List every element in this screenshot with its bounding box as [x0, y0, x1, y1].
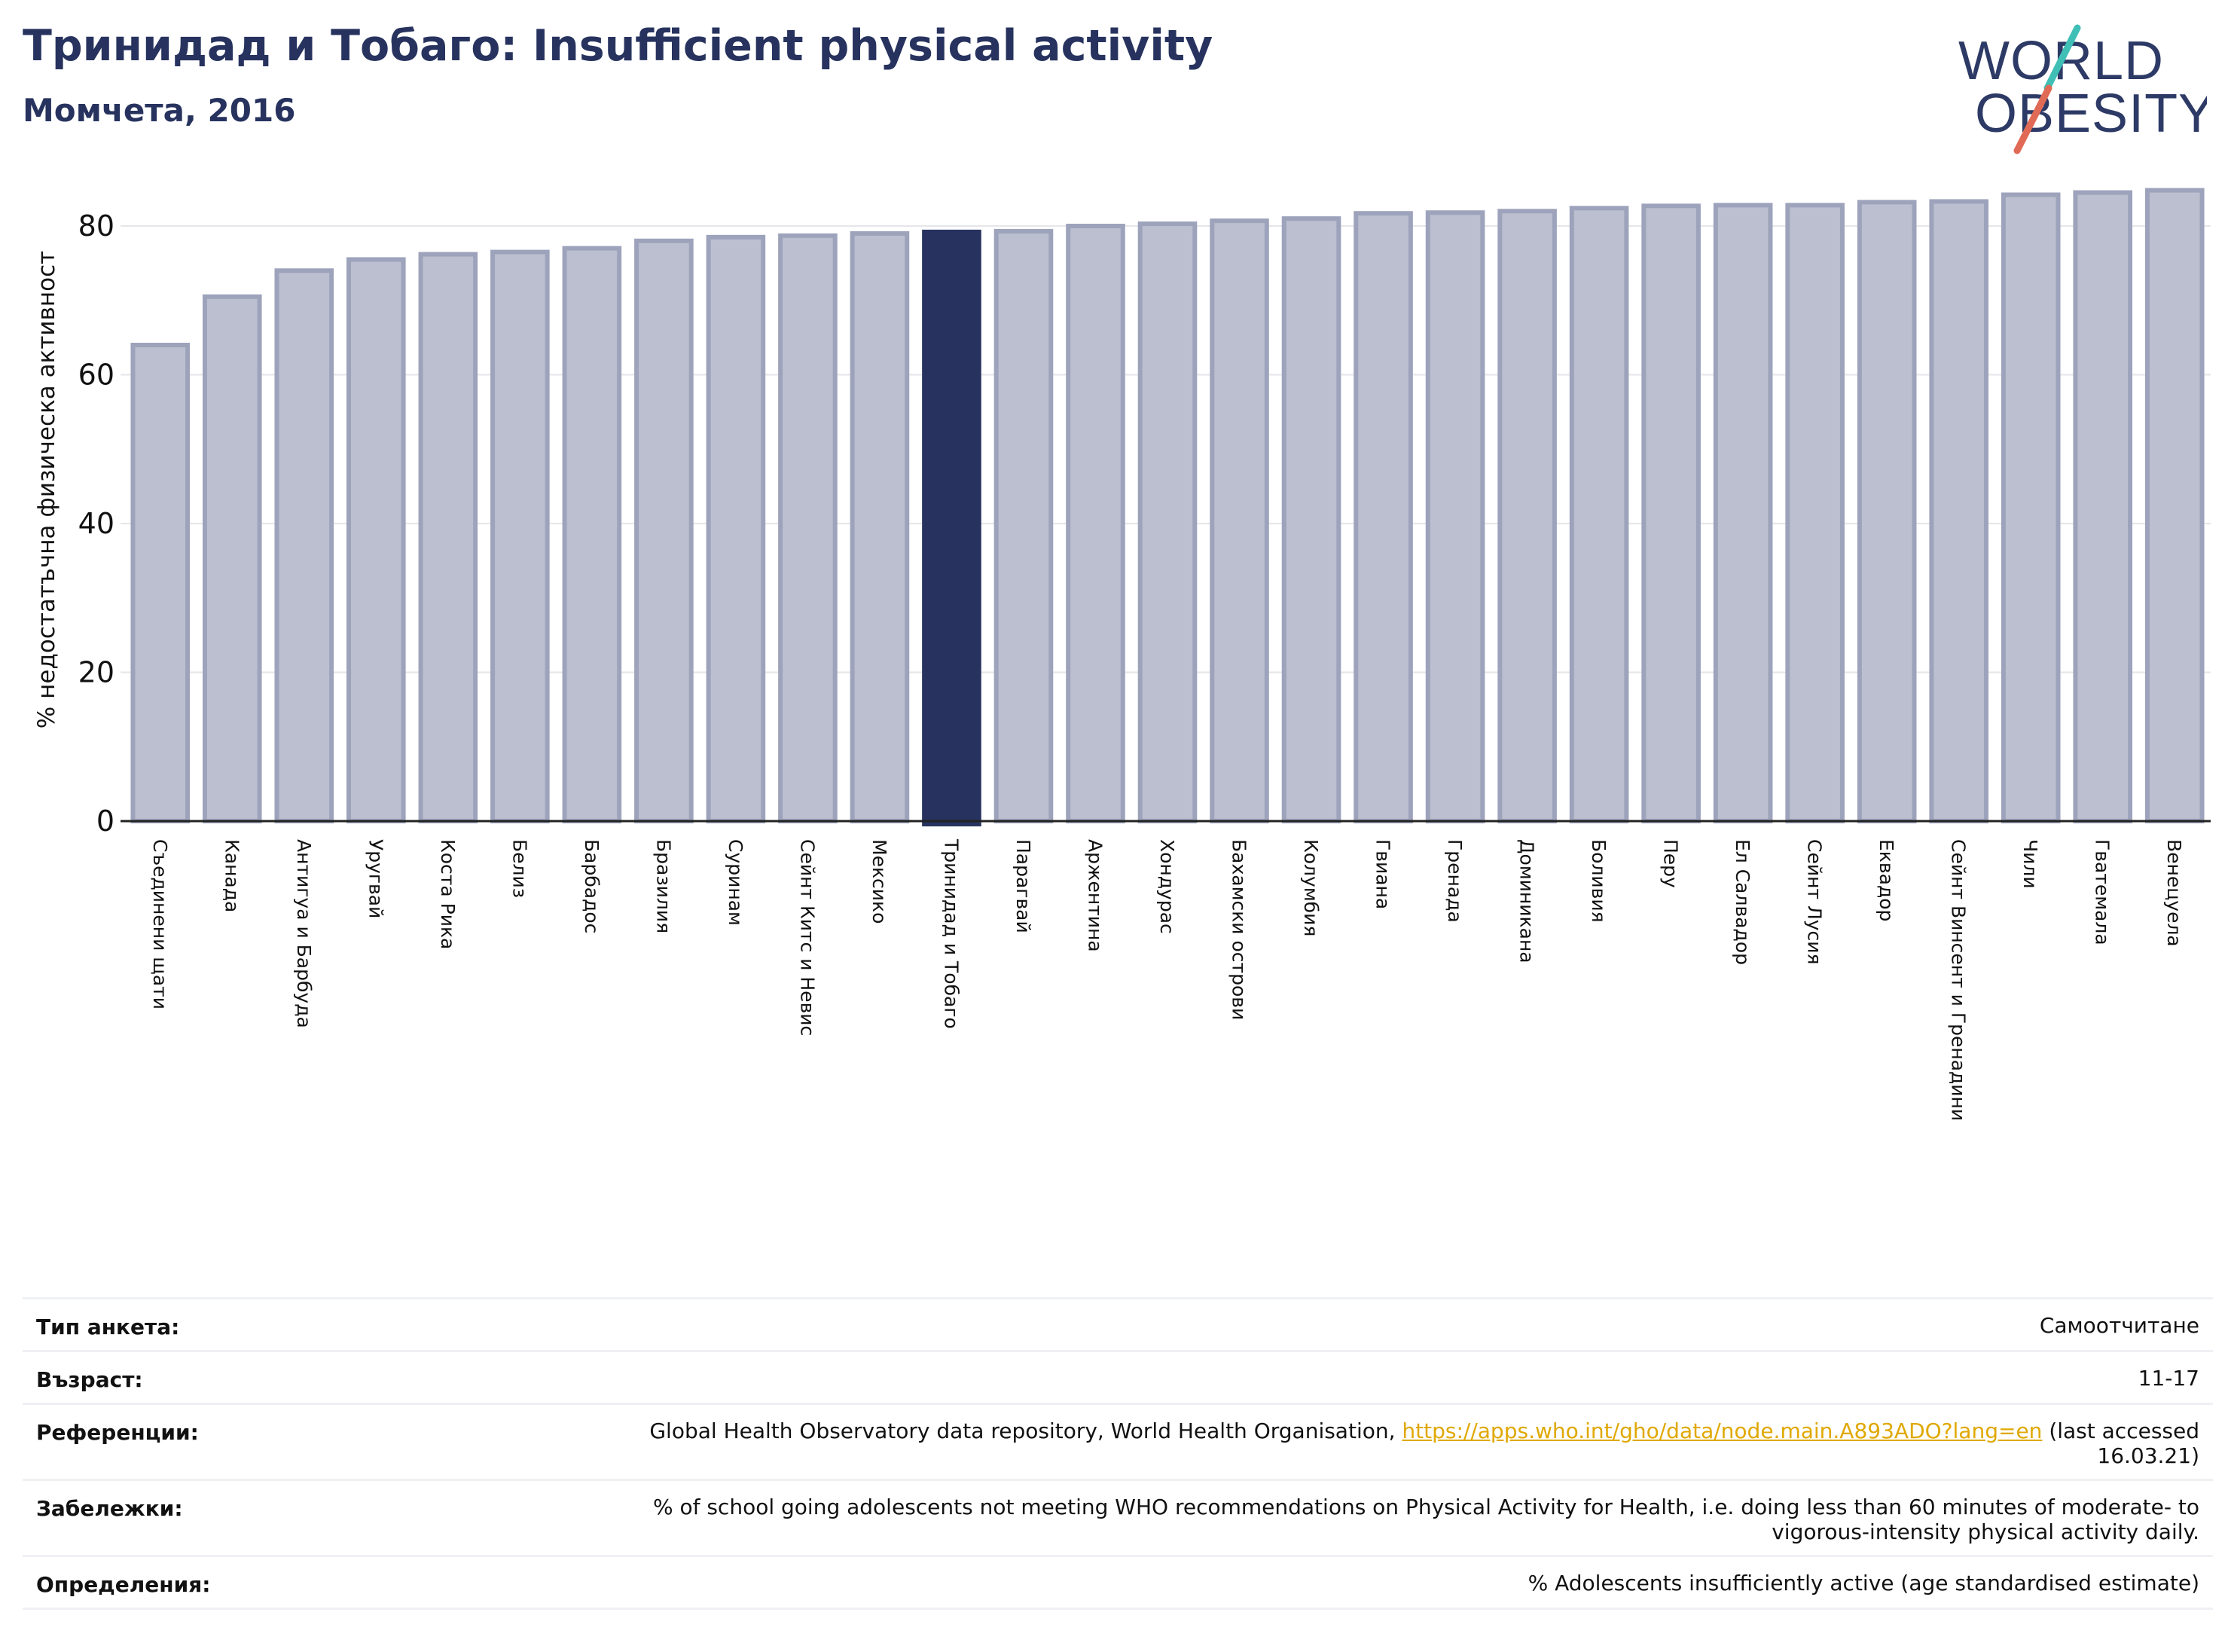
meta-value: % of school going adolescents not meetin…: [652, 1495, 2199, 1544]
bar: [130, 343, 191, 823]
bar: [346, 257, 406, 823]
meta-row-definitions: Определения: % Adolescents insufficientl…: [23, 1555, 2213, 1610]
x-tick-label: Антигуа и Барбуда: [293, 839, 315, 1028]
bar: [1354, 211, 1413, 823]
metadata-table: Тип анкета: Самоотчитане Възраст: 11-17 …: [23, 1297, 2213, 1610]
bar: [634, 238, 694, 823]
x-tick-label: Канада: [221, 839, 243, 912]
x-tick-label: Мексико: [868, 839, 890, 924]
meta-row-survey-type: Тип анкета: Самоотчитане: [23, 1297, 2213, 1350]
x-tick-label: Венецуела: [2163, 839, 2185, 947]
x-tick-label: Коста Рика: [437, 839, 459, 949]
bar: [1210, 218, 1269, 823]
x-tick-label: Съединени щати: [149, 839, 171, 1009]
meta-label: Определения:: [36, 1572, 211, 1597]
bar: [202, 294, 262, 823]
meta-row-notes: Забележки: % of school going adolescents…: [23, 1479, 2213, 1555]
bars: [130, 188, 2205, 826]
world-obesity-logo: WORLD OBESITY: [1958, 24, 2207, 154]
meta-label: Референции:: [36, 1420, 199, 1445]
x-tick-label: Боливия: [1588, 839, 1610, 923]
bar: [1713, 203, 1773, 824]
x-tick-label: Хондурас: [1156, 839, 1178, 934]
x-tick-label: Сейнт Китс и Невис: [796, 839, 818, 1036]
x-tick-label: Аржентина: [1084, 839, 1106, 952]
x-tick-label: Белиз: [508, 839, 530, 898]
bar: [850, 231, 910, 823]
x-tick-label: Бахамски острови: [1228, 839, 1250, 1020]
meta-row-age: Възраст: 11-17: [23, 1350, 2213, 1403]
meta-value: 11-17: [2138, 1366, 2199, 1391]
bar-chart: 0 20 40 60 80 Съединени щати Канада Антигуа и …: [33, 188, 2211, 1121]
bar: [1281, 216, 1341, 823]
logo-slash-teal: [2043, 24, 2081, 92]
bar: [1066, 224, 1125, 823]
bar: [2144, 188, 2205, 824]
bar: [778, 233, 838, 823]
logo-slash-coral: [2013, 84, 2053, 154]
meta-value: % Adolescents insufficiently active (age…: [1528, 1571, 2199, 1596]
bar: [1785, 203, 1845, 824]
x-tick-label: Бразилия: [652, 839, 674, 933]
x-tick-label: Барбадос: [581, 839, 603, 933]
y-tick-label: 20: [78, 656, 114, 689]
bar: [1641, 203, 1701, 823]
meta-value: Global Health Observatory data repositor…: [580, 1418, 2199, 1468]
x-tick-label: Гренада: [1444, 839, 1466, 923]
logo-line2: OBESITY: [1975, 84, 2207, 144]
x-tick-label: Суринам: [725, 839, 746, 926]
bar: [1857, 200, 1917, 823]
meta-label: Възраст:: [36, 1367, 143, 1392]
bar: [706, 234, 766, 823]
reference-text: Global Health Observatory data repositor…: [649, 1418, 1402, 1443]
bar: [993, 228, 1054, 824]
y-tick-label: 0: [96, 805, 114, 838]
bar: [1425, 210, 1485, 824]
reference-accessed: (last accessed 16.03.21): [2042, 1418, 2199, 1468]
x-tick-label: Ел Салвадор: [1732, 839, 1753, 965]
meta-label: Забележки:: [36, 1496, 183, 1521]
x-tick-label: Гватемала: [2092, 839, 2114, 945]
x-tick-label: Еквадор: [1875, 839, 1897, 921]
x-tick-label: Чили: [2019, 839, 2041, 889]
bar: [562, 246, 622, 823]
x-tick-label: Перу: [1660, 839, 1682, 888]
bar: [1569, 206, 1629, 823]
bar: [1497, 209, 1557, 823]
y-tick-label: 60: [78, 359, 114, 392]
x-tick-label: Доминикана: [1516, 839, 1538, 963]
chart-title: Тринидад и Тобаго: Insufficient physical…: [23, 21, 1213, 71]
y-tick-label: 80: [78, 209, 114, 243]
y-tick-label: 40: [78, 507, 114, 540]
x-tick-label: Парагвай: [1012, 839, 1034, 933]
reference-link[interactable]: https://apps.who.int/gho/data/node.main.…: [1402, 1418, 2043, 1443]
bar: [2001, 192, 2061, 823]
x-tick-label: Колумбия: [1300, 839, 1322, 936]
bar: [1929, 199, 1988, 824]
meta-value: Самоотчитане: [2039, 1313, 2199, 1338]
chart-subtitle: Момчета, 2016: [23, 92, 296, 129]
x-axis-labels: Съединени щати Канада Антигуа и Барбуда Уру…: [149, 838, 2185, 1121]
bar: [490, 249, 550, 823]
x-tick-label: Тринидад и Тобаго: [940, 838, 962, 1029]
bar: [2073, 190, 2133, 823]
x-tick-label: Сейнт Лусия: [1804, 839, 1826, 965]
bar: [274, 268, 334, 823]
y-axis-label: % недостатъчна физическа активност: [33, 251, 60, 728]
bar-highlighted: [922, 229, 981, 826]
x-tick-label: Уругвай: [365, 839, 386, 918]
x-tick-label: Сейнт Винсент и Гренадини: [1948, 839, 1970, 1121]
bar: [418, 252, 478, 823]
meta-label: Тип анкета:: [36, 1315, 180, 1339]
x-tick-label: Гвиана: [1372, 839, 1394, 909]
bar: [1137, 221, 1198, 824]
meta-row-references: Референции: Global Health Observatory da…: [23, 1403, 2213, 1479]
y-axis-ticks: 0 20 40 60 80: [78, 209, 114, 838]
